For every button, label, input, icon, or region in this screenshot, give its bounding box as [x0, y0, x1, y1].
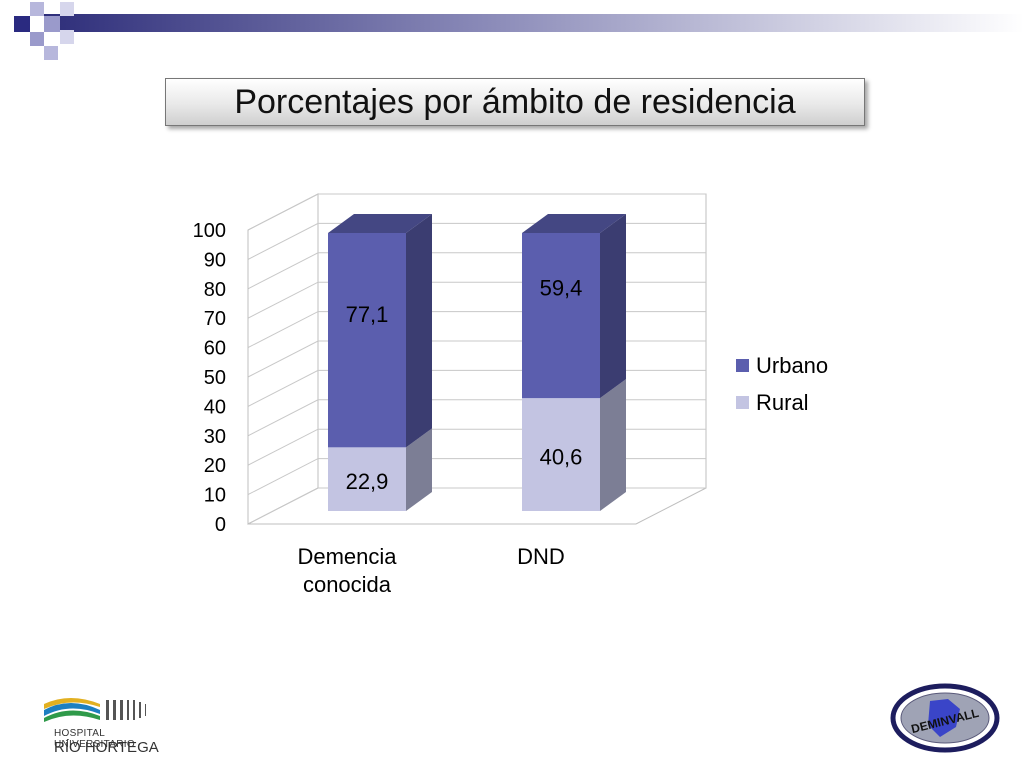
category-label: Demencia: [297, 544, 397, 569]
bar-side-rural: [406, 428, 432, 511]
y-tick-label: 30: [204, 426, 226, 448]
category-label: DND: [517, 544, 565, 569]
bar-side-urbano: [406, 214, 432, 448]
header-decoration: [14, 2, 1024, 60]
category-label: conocida: [303, 572, 392, 597]
y-tick-label: 90: [204, 249, 226, 271]
hospital-emblem-icon: [44, 698, 146, 722]
bar-front-urbano: [522, 233, 600, 399]
bar-top: [328, 214, 432, 233]
y-tick-label: 0: [215, 514, 226, 536]
chart-legend: Urbano Rural: [736, 353, 828, 415]
floor: [247, 487, 707, 525]
bar-side-rural: [600, 379, 626, 511]
data-label: 22,9: [346, 469, 389, 494]
hospital-logo-line2: RÍO HORTEGA: [54, 739, 159, 756]
data-label: 77,1: [346, 302, 389, 327]
y-tick-label: 60: [204, 338, 226, 360]
hospital-logo: HOSPITAL UNIVERSITARIO RÍO HORTEGA: [40, 690, 180, 756]
legend-label: Rural: [756, 390, 809, 415]
legend-label: Urbano: [756, 353, 828, 378]
y-tick-label: 40: [204, 396, 226, 418]
bar-front-rural: [522, 398, 600, 511]
data-labels: 22,9 77,1 40,6 59,4: [346, 276, 583, 495]
legend-swatch: [736, 359, 749, 372]
chart-bars: [328, 214, 626, 511]
legend-swatch: [736, 396, 749, 409]
y-tick-label: 20: [204, 455, 226, 477]
data-label: 40,6: [540, 445, 583, 470]
y-tick-label: 100: [193, 220, 226, 242]
y-axis-labels: 0 10 20 30 40 50 60 70 80 90 100: [193, 220, 636, 536]
chart-walls: [247, 193, 707, 525]
y-tick-label: 80: [204, 279, 226, 301]
y-tick-label: 10: [204, 485, 226, 507]
data-label: 59,4: [540, 276, 583, 301]
bar-side-urbano: [600, 214, 626, 399]
bar-front-rural: [328, 447, 406, 511]
bar-front-urbano: [328, 233, 406, 448]
slide-title: Porcentajes por ámbito de residencia: [165, 78, 865, 126]
gridline: [247, 193, 706, 231]
hospital-logo-line1: HOSPITAL UNIVERSITARIO: [54, 728, 135, 750]
deminvall-logo: DEMINVALL: [890, 683, 1000, 753]
category-labels: Demencia conocida DND: [297, 544, 564, 597]
bar-top: [522, 214, 626, 233]
region-map-icon: [928, 699, 960, 737]
y-tick-label: 70: [204, 308, 226, 330]
y-tick-label: 50: [204, 367, 226, 389]
